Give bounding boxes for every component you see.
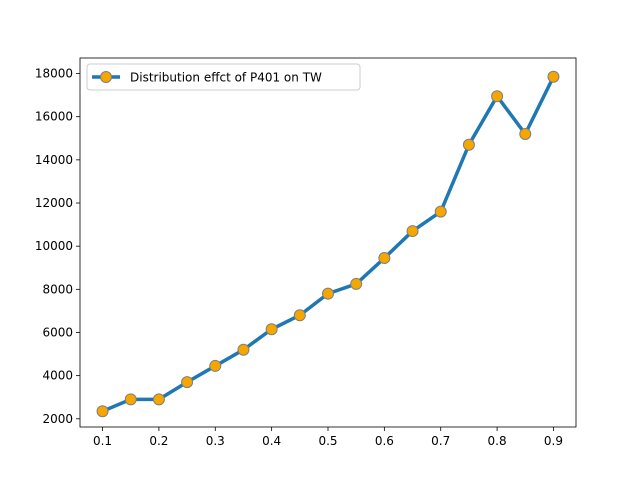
x-tick-label: 0.4 [262,434,281,448]
x-axis-ticks: 0.1 0.2 0.3 0.4 0.5 0.6 0.7 0.8 0.9 [93,427,563,448]
data-point [265,323,278,336]
series-layer [96,70,560,418]
x-tick-label: 0.7 [431,434,450,448]
y-tick-label: 10000 [35,239,73,253]
data-point [406,225,419,238]
data-point [519,127,532,140]
data-point [124,393,137,406]
y-tick-label: 2000 [42,412,73,426]
y-tick-label: 18000 [35,67,73,81]
data-point [237,343,250,356]
y-tick-label: 8000 [42,282,73,296]
y-tick-label: 16000 [35,110,73,124]
y-tick-label: 12000 [35,196,73,210]
x-tick-label: 0.9 [544,434,563,448]
y-tick-label: 4000 [42,369,73,383]
data-point [434,205,447,218]
data-point [350,277,363,290]
y-tick-label: 14000 [35,153,73,167]
y-axis-ticks: 2000 4000 6000 8000 10000 12000 14000 16000 1800… [35,67,80,426]
plot-frame [79,57,577,428]
x-tick-label: 0.6 [375,434,394,448]
data-point [181,376,194,389]
x-tick-label: 0.5 [318,434,337,448]
data-point [96,405,109,418]
legend-box [86,63,361,91]
data-point [462,138,475,151]
legend-label: Distribution effct of P401 on TW [130,71,322,85]
data-point [209,359,222,372]
y-tick-label: 6000 [42,325,73,339]
data-point [491,90,504,103]
x-tick-label: 0.2 [149,434,168,448]
data-point [152,393,165,406]
legend-marker-swatch [100,71,112,83]
data-point [378,252,391,265]
data-point [293,309,306,322]
data-point [547,70,560,83]
data-point [322,287,334,300]
x-tick-label: 0.3 [206,434,225,448]
x-tick-label: 0.1 [93,434,112,448]
legend: Distribution effct of P401 on TW [86,63,361,91]
x-tick-label: 0.8 [488,434,507,448]
